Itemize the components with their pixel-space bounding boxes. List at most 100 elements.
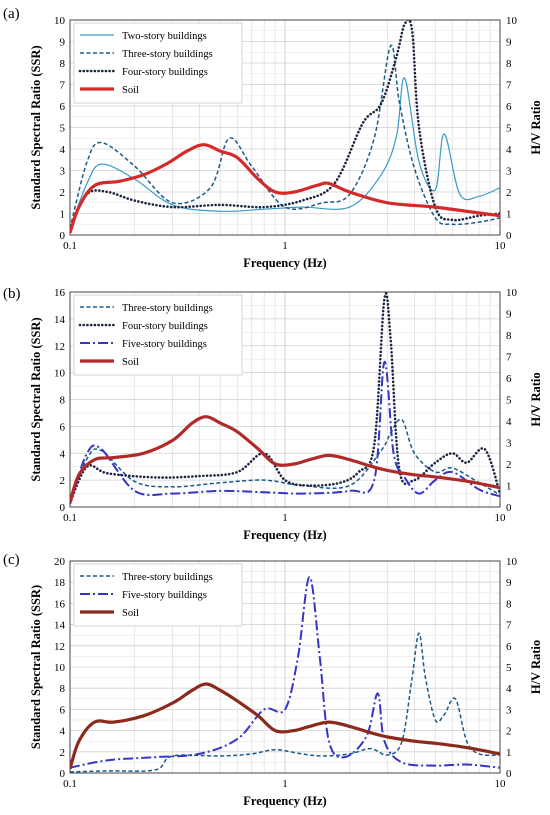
y2-tick-label: 3: [506, 438, 512, 450]
y-tick-label: 2: [60, 187, 66, 199]
y-tick-label: 2: [60, 475, 66, 487]
legend-label: Soil: [122, 85, 139, 96]
y2-tick-label: 8: [506, 598, 512, 610]
y2-tick-label: 3: [506, 704, 512, 716]
series-line-soil: [70, 143, 500, 234]
legend-label: Four-story buildings: [122, 321, 208, 332]
y-tick-label: 8: [60, 395, 66, 407]
y-tick-label: 7: [60, 80, 66, 92]
y2-tick-label: 1: [506, 481, 512, 493]
series-line-three-story-buildings: [70, 44, 500, 229]
series-line-soil: [70, 415, 500, 504]
y-tick-label: 16: [54, 598, 66, 610]
y2-tick-label: 5: [506, 395, 512, 407]
y2-tick-label: 1: [506, 209, 512, 221]
legend-label: Five-story buildings: [122, 339, 207, 350]
series-line-five-story-buildings: [70, 575, 500, 769]
y-tick-label: 12: [54, 641, 65, 653]
series-line-three-story-buildings: [70, 418, 500, 504]
x-tick-label: 1: [282, 512, 288, 524]
y2-tick-label: 5: [506, 662, 512, 674]
y2-tick-label: 1: [506, 747, 512, 759]
y-tick-label: 9: [60, 37, 66, 49]
legend-label: Five-story buildings: [122, 590, 207, 601]
y-tick-label: 12: [54, 341, 65, 353]
x-axis-title: Frequency (Hz): [243, 528, 326, 542]
y2-tick-label: 9: [506, 37, 512, 49]
y2-tick-label: 8: [506, 58, 512, 70]
y-axis-title: Standard Spectral Ratio (SSR): [29, 585, 43, 749]
y2-tick-label: 6: [506, 373, 512, 385]
y2-tick-label: 0: [506, 768, 512, 780]
y2-tick-label: 6: [506, 641, 512, 653]
y2-tick-label: 10: [506, 556, 518, 568]
y-tick-label: 0: [60, 502, 66, 514]
series-line-soil: [70, 682, 500, 770]
y-tick-label: 0: [60, 768, 66, 780]
x-tick-label: 1: [282, 240, 288, 252]
series-line-four-story-buildings: [70, 20, 500, 230]
panel-label: (c): [3, 552, 20, 568]
y-tick-label: 6: [60, 101, 66, 113]
series-line-five-story-buildings: [70, 360, 500, 504]
y-tick-label: 4: [60, 144, 66, 156]
y-tick-label: 3: [60, 166, 66, 178]
legend-label: Three-story buildings: [122, 49, 213, 60]
y2-axis-title: H/V Ratio: [529, 100, 543, 154]
y2-tick-label: 9: [506, 577, 512, 589]
y-tick-label: 14: [54, 314, 66, 326]
legend-label: Soil: [122, 357, 139, 368]
y2-tick-label: 5: [506, 123, 512, 135]
y-tick-label: 10: [54, 662, 66, 674]
y2-tick-label: 7: [506, 620, 512, 632]
y-tick-label: 4: [60, 448, 66, 460]
y2-tick-label: 8: [506, 330, 512, 342]
y-tick-label: 4: [60, 726, 66, 738]
y2-tick-label: 3: [506, 166, 512, 178]
panel-label: (b): [3, 286, 21, 302]
legend-label: Three-story buildings: [122, 303, 213, 314]
y2-tick-label: 2: [506, 726, 512, 738]
y-tick-label: 10: [54, 15, 66, 27]
x-tick-label: 0.1: [63, 240, 77, 252]
y2-tick-label: 0: [506, 502, 512, 514]
plot-frame: [69, 291, 501, 508]
x-axis-title: Frequency (Hz): [243, 794, 326, 808]
y2-tick-label: 4: [506, 144, 512, 156]
panel-label: (a): [3, 6, 20, 22]
plot-frame: [69, 560, 501, 774]
legend: Three-story buildings Four-story building…: [73, 294, 243, 376]
x-axis-title: Frequency (Hz): [243, 256, 326, 270]
y-tick-label: 16: [54, 287, 66, 299]
series-line-four-story-buildings: [70, 292, 500, 505]
y2-tick-label: 10: [506, 287, 518, 299]
y2-tick-label: 7: [506, 80, 512, 92]
x-tick-label: 10: [495, 240, 507, 252]
y-tick-label: 6: [60, 704, 66, 716]
y2-tick-label: 2: [506, 459, 512, 471]
y2-axis-title: H/V Ratio: [529, 640, 543, 694]
y2-tick-label: 10: [506, 15, 518, 27]
y-tick-label: 14: [54, 620, 66, 632]
legend: Two-story buildings Three-story buildings…: [73, 22, 243, 104]
x-tick-label: 10: [495, 778, 507, 790]
y2-tick-label: 7: [506, 352, 512, 364]
y2-tick-label: 6: [506, 101, 512, 113]
y-tick-label: 6: [60, 421, 66, 433]
y2-tick-label: 4: [506, 416, 512, 428]
y-tick-label: 18: [54, 577, 66, 589]
y2-tick-label: 4: [506, 683, 512, 695]
legend-label: Soil: [122, 608, 139, 619]
y-axis-title: Standard Spectral Ratio (SSR): [29, 317, 43, 481]
x-tick-label: 0.1: [63, 778, 77, 790]
y2-tick-label: 9: [506, 309, 512, 321]
legend-label: Three-story buildings: [122, 572, 213, 583]
y2-tick-label: 0: [506, 230, 512, 242]
legend-label: Two-story buildings: [122, 31, 207, 42]
y-tick-label: 10: [54, 368, 66, 380]
legend: Three-story buildings Five-story building…: [73, 563, 243, 627]
